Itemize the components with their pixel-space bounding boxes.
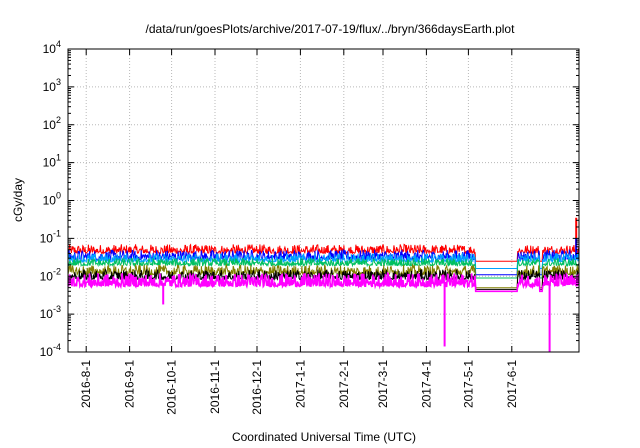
x-tick-label: 2017-3-1 — [376, 360, 390, 408]
x-tick-label: 2016-12-1 — [250, 360, 264, 415]
y-tick-label: 101 — [43, 153, 61, 170]
y-tick-label: 100 — [43, 191, 61, 208]
chart-title: /data/run/goesPlots/archive/2017-07-19/f… — [146, 22, 516, 36]
y-tick-label: 102 — [43, 115, 61, 132]
series-line — [67, 257, 580, 279]
series-line — [67, 243, 580, 262]
y-tick-label: 10-2 — [40, 266, 61, 283]
y-tick-label: 104 — [43, 39, 61, 56]
x-tick-label: 2017-4-1 — [419, 360, 433, 408]
y-tick-label: 10-3 — [40, 304, 61, 321]
y-axis: 10-4 10-3 10-2 10-1 100 101 102 103 104 — [40, 39, 579, 359]
series-line — [67, 271, 580, 293]
y-axis-label: cGy/day — [11, 178, 25, 222]
y-tick-label: 103 — [43, 77, 61, 94]
x-tick-label: 2016-10-1 — [165, 360, 179, 415]
x-tick-label: 2017-2-1 — [337, 360, 351, 408]
x-axis-label: Coordinated Universal Time (UTC) — [232, 430, 416, 444]
y-tick-label: 10-1 — [40, 228, 61, 245]
x-tick-label: 2016-8-1 — [79, 360, 93, 408]
series-5 — [67, 263, 580, 289]
y-tick-label: 10-4 — [40, 342, 61, 359]
series-layer — [67, 217, 580, 352]
x-tick-label: 2017-1-1 — [293, 360, 307, 408]
x-tick-label: 2016-9-1 — [123, 360, 137, 408]
x-tick-label: 2017-6-1 — [505, 360, 519, 408]
series-line — [67, 263, 580, 289]
series-7 — [67, 271, 580, 352]
x-tick-label: 2017-5-1 — [461, 360, 475, 408]
x-tick-label: 2016-11-1 — [208, 360, 222, 414]
series-4 — [67, 257, 580, 279]
x-axis: 2016-8-1 2016-9-1 2016-10-1 2016-11-1 2016-1… — [79, 49, 519, 415]
grid — [68, 49, 579, 352]
